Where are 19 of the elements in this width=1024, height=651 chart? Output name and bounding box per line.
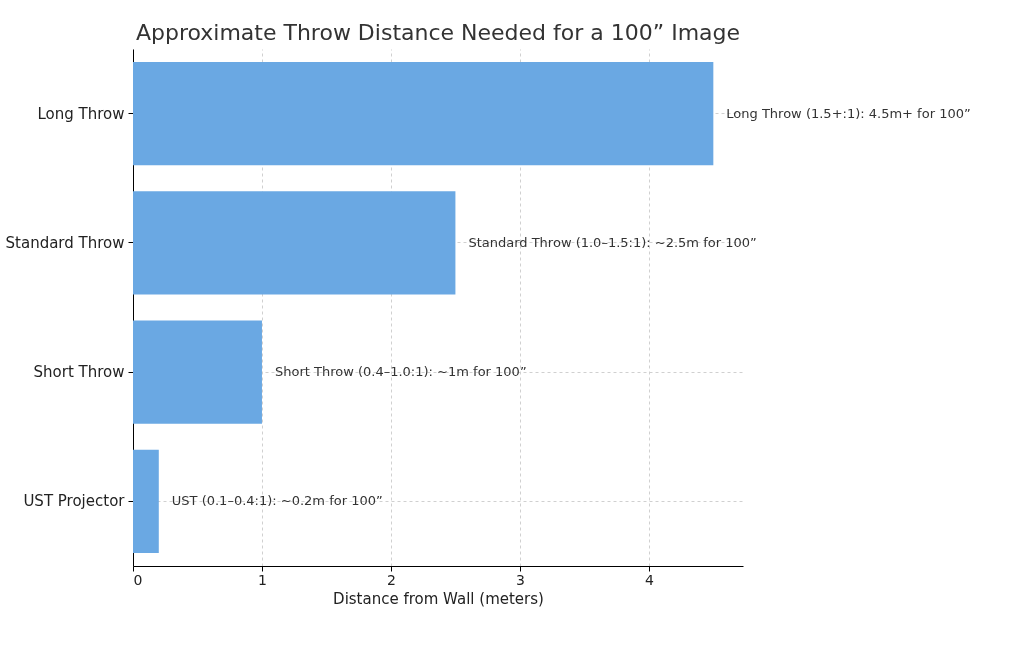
y-tick-label: Standard Throw: [5, 233, 125, 252]
y-tick-label: Short Throw: [33, 363, 125, 382]
data-label: UST (0.1–0.4:1): ~0.2m for 100”: [171, 493, 383, 509]
x-tick-label: 1: [258, 571, 267, 588]
x-axis-title: Distance from Wall (meters): [333, 589, 544, 608]
x-tick-label: 0: [133, 571, 143, 588]
bar: [133, 449, 159, 554]
y-tick-label: Long Throw: [37, 104, 125, 123]
data-label: Standard Throw (1.0–1.5:1): ~2.5m for 100”: [468, 234, 757, 250]
x-tick-label: 2: [386, 571, 396, 588]
bar: [133, 191, 456, 295]
bar: [133, 320, 262, 424]
chart-title: Approximate Throw Distance Needed for a 100” Image: [135, 20, 741, 45]
x-tick-label: 3: [515, 571, 525, 588]
data-label: Long Throw (1.5+:1): 4.5m+ for 100”: [726, 105, 971, 121]
bar: [133, 61, 714, 166]
x-tick-label: 4: [644, 571, 654, 588]
y-tick-label: UST Projector: [23, 492, 126, 511]
data-label: Short Throw (0.4–1.0:1): ~1m for 100”: [274, 364, 527, 380]
